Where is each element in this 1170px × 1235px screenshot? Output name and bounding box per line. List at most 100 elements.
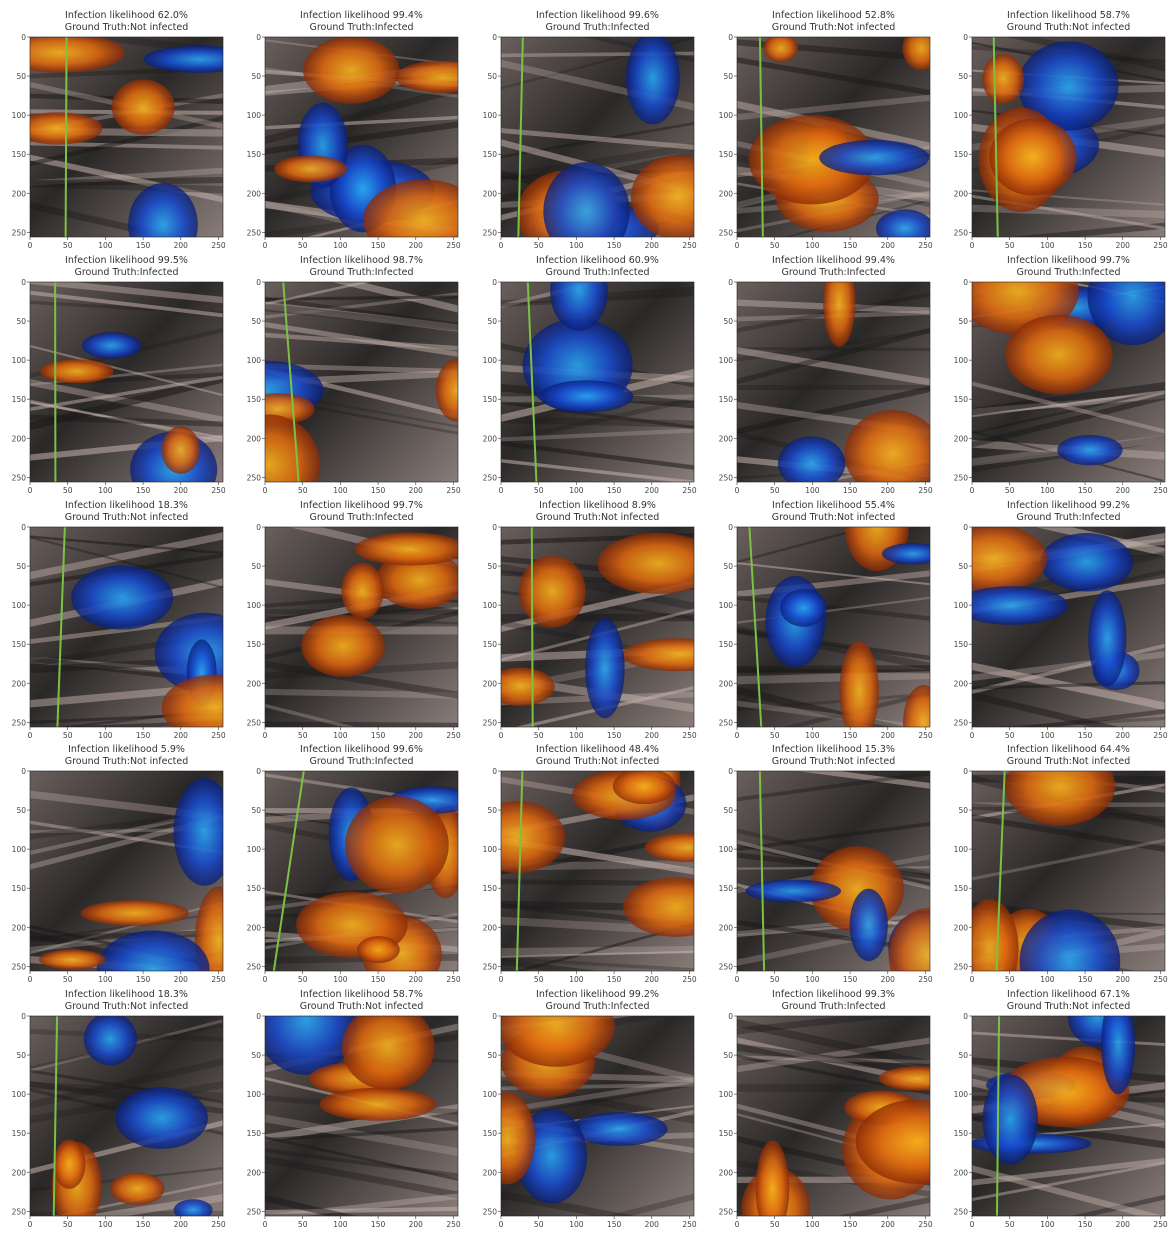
doppler-blob (764, 34, 798, 62)
y-tick-label: 50 (16, 317, 26, 326)
x-tick-label: 100 (333, 731, 348, 740)
x-tick-label: 100 (1040, 241, 1055, 250)
y-tick-label: 100 (954, 111, 969, 120)
x-tick-label: 200 (409, 1220, 424, 1229)
y-tick-label: 100 (719, 1090, 734, 1099)
y-tick-label: 50 (958, 317, 968, 326)
x-tick-label: 200 (881, 731, 896, 740)
x-tick-label: 250 (682, 486, 697, 495)
x-tick-label: 0 (263, 1220, 268, 1229)
image-content (240, 771, 489, 992)
ultrasound-image (707, 757, 967, 1003)
doppler-blob (882, 543, 944, 565)
x-tick-label: 100 (805, 1220, 820, 1229)
doppler-blob (301, 615, 385, 677)
x-tick-label: 250 (1153, 241, 1168, 250)
panel-title: Infection likelihood 99.2% (536, 989, 659, 1000)
x-tick-label: 150 (371, 241, 386, 250)
x-tick-label: 50 (1005, 1220, 1015, 1229)
y-tick-label: 150 (247, 395, 262, 404)
y-tick-label: 200 (483, 679, 498, 688)
panel-subtitle: Ground Truth:Not infected (300, 1001, 424, 1012)
image-content (0, 771, 260, 1007)
x-tick-label: 50 (1005, 486, 1015, 495)
doppler-blob (115, 1087, 208, 1149)
panel-subtitle: Ground Truth:Infected (1016, 267, 1120, 278)
y-tick-label: 150 (954, 640, 969, 649)
panel-subtitle: Ground Truth:Infected (545, 1001, 649, 1012)
ultrasound-image (466, 15, 736, 265)
x-tick-label: 50 (63, 975, 73, 984)
x-tick-label: 0 (28, 731, 33, 740)
doppler-blob (623, 877, 729, 937)
panel-subtitle: Ground Truth:Not infected (1007, 756, 1131, 767)
y-tick-label: 100 (12, 601, 27, 610)
x-tick-label: 100 (805, 241, 820, 250)
panel-subtitle: Ground Truth:Infected (545, 22, 649, 33)
y-tick-label: 100 (483, 111, 498, 120)
x-tick-label: 50 (770, 731, 780, 740)
doppler-blob (879, 1066, 958, 1091)
panel-title: Infection likelihood 55.4% (772, 500, 895, 511)
panel-subtitle: Ground Truth:Not infected (65, 22, 189, 33)
image-content (707, 1006, 981, 1231)
y-tick-label: 50 (251, 72, 261, 81)
y-tick-label: 50 (16, 1051, 26, 1060)
doppler-blob (161, 426, 200, 474)
y-tick-label: 250 (483, 718, 498, 727)
y-tick-label: 150 (483, 1129, 498, 1138)
x-tick-label: 100 (1040, 975, 1055, 984)
doppler-blob (0, 33, 124, 73)
x-tick-label: 150 (371, 731, 386, 740)
panel-title: Infection likelihood 99.7% (1007, 255, 1130, 266)
panel-title: Infection likelihood 64.4% (1007, 744, 1130, 755)
y-tick-label: 0 (256, 33, 261, 42)
panel-subtitle: Ground Truth:Not infected (1007, 22, 1131, 33)
doppler-blob (631, 155, 725, 239)
doppler-blob (274, 156, 347, 183)
x-tick-label: 50 (298, 241, 308, 250)
ultrasound-image (472, 527, 737, 733)
y-tick-label: 150 (954, 1129, 969, 1138)
x-tick-label: 0 (735, 1220, 740, 1229)
image-content (708, 27, 968, 250)
x-tick-label: 100 (569, 731, 584, 740)
x-tick-label: 150 (607, 486, 622, 495)
ultrasound-image (4, 276, 251, 507)
y-tick-label: 0 (21, 523, 26, 532)
panel-subtitle: Ground Truth:Infected (309, 756, 413, 767)
x-tick-label: 50 (63, 486, 73, 495)
ultrasound-image (707, 1006, 981, 1231)
doppler-blob (53, 1139, 85, 1189)
panel-title: Infection likelihood 58.7% (1007, 10, 1130, 21)
x-tick-label: 100 (1040, 731, 1055, 740)
y-tick-label: 0 (21, 278, 26, 287)
doppler-blob (357, 936, 400, 963)
doppler-blob (342, 1004, 435, 1090)
ultrasound-image (0, 527, 269, 741)
y-tick-label: 200 (719, 923, 734, 932)
x-tick-label: 100 (569, 241, 584, 250)
y-tick-label: 200 (247, 434, 262, 443)
y-tick-label: 250 (247, 228, 262, 237)
y-tick-label: 150 (954, 150, 969, 159)
x-tick-label: 50 (1005, 731, 1015, 740)
ultrasound-image (0, 24, 255, 267)
x-tick-label: 50 (770, 1220, 780, 1229)
x-tick-label: 100 (98, 731, 113, 740)
y-tick-label: 50 (723, 806, 733, 815)
y-tick-label: 0 (21, 33, 26, 42)
y-tick-label: 250 (12, 1207, 27, 1216)
y-tick-label: 200 (12, 923, 27, 932)
doppler-blob (540, 380, 633, 412)
y-tick-label: 150 (247, 640, 262, 649)
y-tick-label: 250 (954, 228, 969, 237)
ultrasound-image (229, 37, 495, 261)
y-tick-label: 50 (251, 806, 261, 815)
doppler-blob (903, 685, 944, 761)
doppler-blob (1088, 590, 1126, 686)
y-tick-label: 200 (483, 434, 498, 443)
y-tick-label: 50 (958, 1051, 968, 1060)
x-tick-label: 250 (1153, 486, 1168, 495)
y-tick-label: 200 (954, 189, 969, 198)
